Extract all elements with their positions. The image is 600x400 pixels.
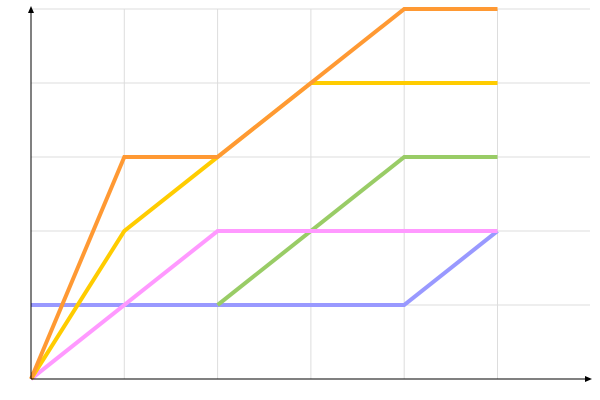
series-line-0 bbox=[31, 229, 499, 307]
axes bbox=[28, 6, 592, 382]
y-axis-arrow-icon bbox=[28, 6, 34, 13]
x-axis-arrow-icon bbox=[585, 376, 592, 382]
series-line-4 bbox=[29, 7, 498, 380]
series-group bbox=[29, 7, 499, 381]
series-line-1 bbox=[216, 155, 498, 307]
series-line-2 bbox=[29, 229, 498, 381]
grid bbox=[31, 8, 590, 379]
